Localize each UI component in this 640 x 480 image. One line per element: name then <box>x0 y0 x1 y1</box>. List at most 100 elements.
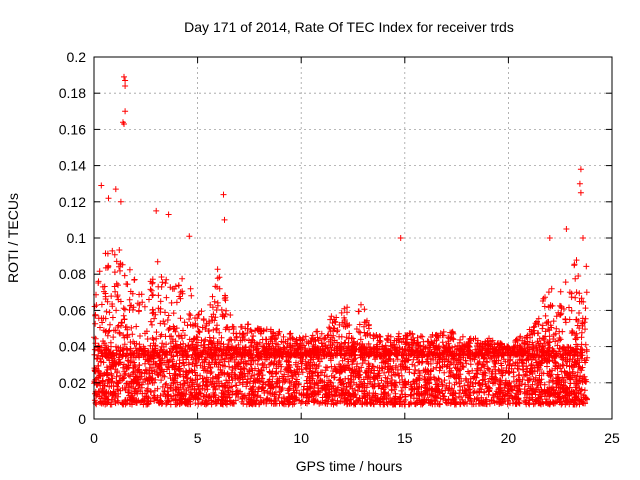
data-point <box>500 345 507 352</box>
data-point <box>180 327 186 334</box>
data-point <box>151 387 158 394</box>
data-point <box>345 380 352 387</box>
data-point <box>193 342 200 348</box>
data-point <box>260 399 267 406</box>
data-point <box>349 385 356 392</box>
data-point <box>408 387 415 393</box>
data-point <box>549 348 556 354</box>
data-point <box>578 329 585 336</box>
data-point <box>205 395 212 402</box>
data-point <box>557 336 564 343</box>
data-point <box>467 361 474 368</box>
data-point <box>444 363 451 369</box>
data-point <box>544 370 551 377</box>
x-tick-label: 25 <box>604 430 620 446</box>
data-point <box>251 372 258 378</box>
data-point <box>553 313 560 320</box>
data-point <box>195 383 202 390</box>
data-point <box>218 380 225 387</box>
data-point <box>120 332 127 339</box>
data-point <box>209 317 216 324</box>
data-point <box>214 266 221 273</box>
data-point <box>334 397 341 404</box>
data-point <box>163 349 170 356</box>
data-point <box>408 351 415 357</box>
data-point <box>164 399 170 406</box>
data-point <box>567 345 574 352</box>
data-point <box>532 378 539 385</box>
data-point <box>550 331 557 338</box>
data-point <box>225 358 232 365</box>
data-point <box>212 394 219 401</box>
data-point <box>165 392 171 399</box>
data-point <box>195 311 202 318</box>
data-point <box>522 340 529 346</box>
data-point <box>457 400 464 407</box>
data-point <box>153 329 160 336</box>
data-point <box>109 303 116 310</box>
data-point <box>130 365 137 371</box>
data-point <box>443 385 450 391</box>
data-point <box>194 334 201 341</box>
data-point <box>466 392 473 399</box>
data-point <box>574 400 581 407</box>
data-point <box>113 307 120 314</box>
data-point <box>151 315 158 322</box>
data-point <box>340 380 347 387</box>
data-point <box>399 346 406 352</box>
data-point <box>570 352 577 359</box>
data-point <box>361 323 367 330</box>
data-point <box>545 326 552 333</box>
data-point <box>259 372 266 379</box>
data-point <box>297 350 304 357</box>
data-point <box>538 348 545 355</box>
data-point <box>533 352 540 359</box>
data-point <box>547 322 554 329</box>
data-point <box>536 344 543 351</box>
data-point <box>232 391 239 398</box>
data-point <box>238 323 245 330</box>
data-point <box>281 401 288 408</box>
data-point <box>536 376 543 383</box>
data-point <box>149 321 155 328</box>
data-point <box>441 369 448 376</box>
data-point <box>459 342 466 349</box>
data-point <box>99 319 106 326</box>
data-point <box>535 340 542 347</box>
data-point <box>521 372 527 379</box>
data-point <box>532 320 539 327</box>
data-point <box>171 366 178 373</box>
data-point <box>388 350 395 356</box>
data-point <box>117 261 124 268</box>
data-point <box>431 397 438 404</box>
data-point <box>290 351 297 358</box>
data-point <box>387 333 394 340</box>
data-point <box>235 348 242 355</box>
data-point <box>332 319 339 326</box>
data-point <box>504 344 511 351</box>
data-point <box>312 351 319 358</box>
data-point <box>506 379 513 386</box>
data-point <box>359 340 366 347</box>
data-point <box>293 380 300 387</box>
data-point <box>227 312 234 318</box>
data-point <box>113 379 120 386</box>
data-point <box>352 368 359 375</box>
data-point <box>202 349 209 356</box>
data-point <box>232 345 239 352</box>
data-point <box>546 235 553 241</box>
data-point <box>122 398 129 405</box>
data-point <box>126 392 132 399</box>
data-point <box>102 293 109 300</box>
data-point <box>446 380 453 387</box>
data-point <box>273 365 280 372</box>
data-point <box>387 339 394 346</box>
data-point <box>490 379 497 386</box>
data-point <box>220 394 227 401</box>
data-point <box>165 398 172 405</box>
data-point <box>349 361 356 368</box>
data-point <box>113 258 120 265</box>
data-point <box>423 358 430 365</box>
data-point <box>383 351 389 358</box>
data-point <box>246 346 252 353</box>
